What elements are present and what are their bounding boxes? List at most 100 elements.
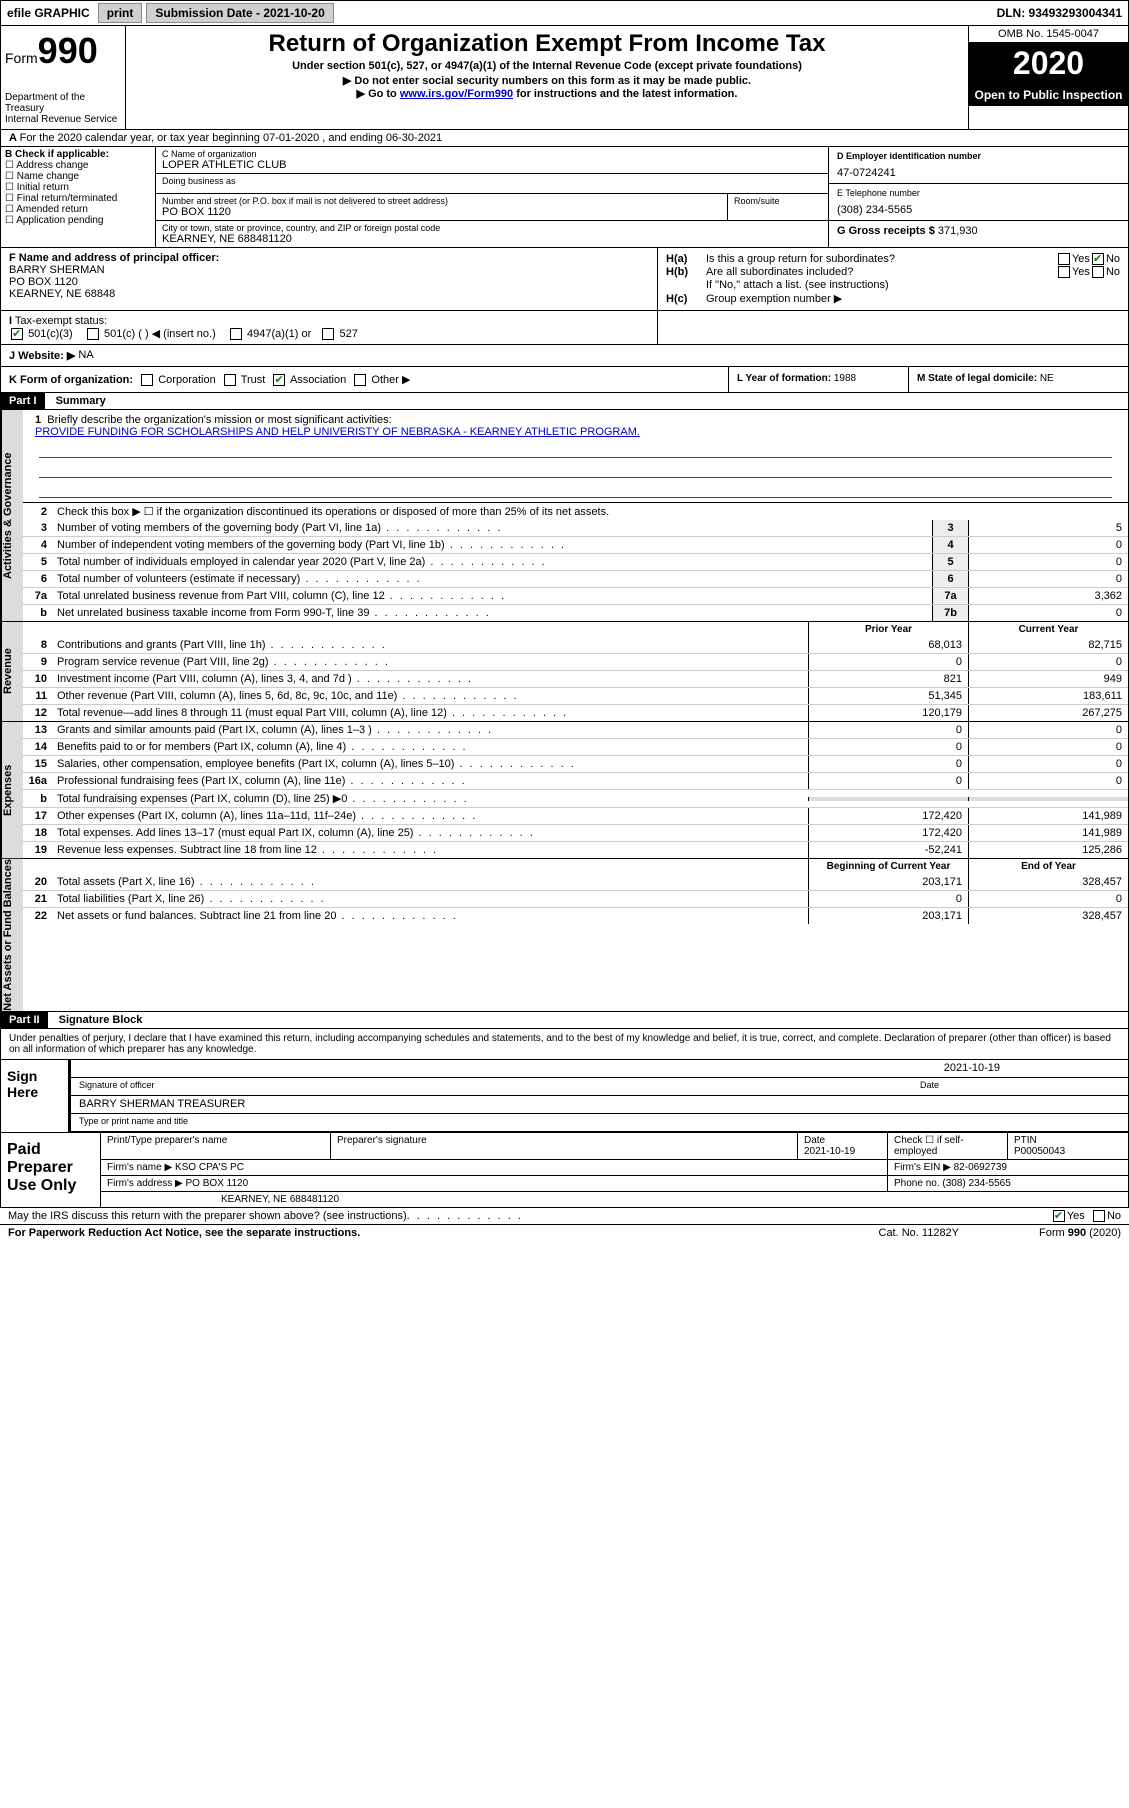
prior-val: -52,241 [808,842,968,858]
hdr-end-year: End of Year [968,859,1128,874]
chk-527[interactable]: 527 [320,328,357,340]
form990-link[interactable]: www.irs.gov/Form990 [400,88,513,100]
form-990-number: 990 [38,30,98,71]
chk-initial-return[interactable]: ☐ Initial return [5,182,151,193]
line-num: 4 [23,537,53,553]
line-text: Salaries, other compensation, employee b… [53,756,808,772]
chk-other[interactable]: Other ▶ [352,374,410,386]
line-text: Professional fundraising fees (Part IX, … [53,773,808,789]
line-a-row: A For the 2020 calendar year, or tax yea… [0,130,1129,147]
line-text: Program service revenue (Part VIII, line… [53,654,808,670]
hc-text: Group exemption number ▶ [706,292,1120,305]
curr-val: 141,989 [968,808,1128,824]
prep-selfemp[interactable]: Check ☐ if self-employed [888,1133,1008,1159]
firm-ein: 82-0692739 [954,1162,1007,1173]
curr-val: 0 [968,773,1128,789]
box-b-header: B Check if applicable: [5,149,109,160]
chk-amended-return[interactable]: ☐ Amended return [5,204,151,215]
line-num: b [23,605,53,621]
dba-label: Doing business as [162,176,822,186]
k-label: K Form of organization: [9,374,133,386]
hb-yes[interactable]: Yes [1056,266,1090,278]
gov-line: 6 Total number of volunteers (estimate i… [23,570,1128,587]
firm-name-label: Firm's name ▶ [107,1162,172,1173]
prior-val: 172,420 [808,808,968,824]
officer-addr1: PO BOX 1120 [9,276,649,288]
curr-val: 125,286 [968,842,1128,858]
curr-val: 0 [968,722,1128,738]
box-h: H(a) Is this a group return for subordin… [658,248,1128,310]
data-line: 14 Benefits paid to or for members (Part… [23,738,1128,755]
netassets-content: Beginning of Current Year End of Year 20… [23,859,1128,1011]
data-line: 11 Other revenue (Part VIII, column (A),… [23,687,1128,704]
chk-address-change[interactable]: ☐ Address change [5,160,151,171]
data-line: 22 Net assets or fund balances. Subtract… [23,907,1128,924]
line-num: 15 [23,756,53,772]
header-left: Form990 Department of the Treasury Inter… [1,26,126,129]
sidebar-expenses: Expenses [1,722,23,858]
hdr-begin-year: Beginning of Current Year [808,859,968,874]
line-text: Total unrelated business revenue from Pa… [53,588,932,604]
hc-label: H(c) [666,293,706,305]
chk-assoc[interactable]: Association [271,374,346,386]
chk-corp[interactable]: Corporation [139,374,216,386]
data-line: 9 Program service revenue (Part VIII, li… [23,653,1128,670]
discuss-no[interactable]: No [1091,1210,1121,1222]
line-text: Total number of individuals employed in … [53,554,932,570]
ha-label: H(a) [666,253,706,265]
line-text: Total fundraising expenses (Part IX, col… [53,790,808,807]
prior-val: 0 [808,739,968,755]
line-num: 3 [23,520,53,536]
sidebar-netassets: Net Assets or Fund Balances [1,859,23,1011]
line-num: 5 [23,554,53,570]
chk-application-pending[interactable]: ☐ Application pending [5,215,151,226]
data-line: b Total fundraising expenses (Part IX, c… [23,789,1128,807]
line-num: 21 [23,891,53,907]
submission-date-button[interactable]: Submission Date - 2021-10-20 [146,3,333,23]
gov-line: 5 Total number of individuals employed i… [23,553,1128,570]
data-line: 20 Total assets (Part X, line 16) 203,17… [23,874,1128,890]
chk-501c[interactable]: 501(c) ( ) ◀ (insert no.) [85,328,216,340]
declaration-text: Under penalties of perjury, I declare th… [0,1029,1129,1060]
line-box: 7a [932,588,968,604]
gross-value: 371,930 [938,225,978,237]
form-word: Form [5,50,38,66]
chk-trust[interactable]: Trust [222,374,266,386]
prior-val: 0 [808,773,968,789]
firm-addr-label: Firm's address ▶ [107,1178,183,1189]
prep-sig-hdr: Preparer's signature [331,1133,798,1159]
line-num: 17 [23,808,53,824]
chk-final-return[interactable]: ☐ Final return/terminated [5,193,151,204]
line-text: Revenue less expenses. Subtract line 18 … [53,842,808,858]
status-block: I Tax-exempt status: 501(c)(3) 501(c) ( … [0,311,1129,345]
line-text: Grants and similar amounts paid (Part IX… [53,722,808,738]
ha-no[interactable]: No [1090,253,1120,265]
chk-4947[interactable]: 4947(a)(1) or [228,328,311,340]
dept-treasury: Department of the Treasury [5,92,121,114]
status-label: Tax-exempt status: [15,315,107,327]
subtitle-1: Under section 501(c), 527, or 4947(a)(1)… [134,60,960,72]
line-text: Total expenses. Add lines 13–17 (must eq… [53,825,808,841]
footer-left: For Paperwork Reduction Act Notice, see … [8,1227,360,1239]
box-c: C Name of organization LOPER ATHLETIC CL… [156,147,828,247]
print-button[interactable]: print [98,3,143,23]
line-num: 20 [23,874,53,890]
footer-right: Form 990 (2020) [1039,1227,1121,1239]
mission-value: PROVIDE FUNDING FOR SCHOLARSHIPS AND HEL… [35,426,640,438]
line-text: Number of voting members of the governin… [53,520,932,536]
hdr-current-year: Current Year [968,622,1128,637]
firm-phone: (308) 234-5565 [942,1178,1010,1189]
data-line: 12 Total revenue—add lines 8 through 11 … [23,704,1128,721]
sidebar-revenue: Revenue [1,622,23,721]
ha-yes[interactable]: Yes [1056,253,1090,265]
line-a-value: For the 2020 calendar year, or tax year … [20,132,443,144]
line-val: 0 [968,605,1128,621]
chk-name-change[interactable]: ☐ Name change [5,171,151,182]
discuss-yes[interactable]: Yes [1051,1210,1085,1222]
part-i-title: Summary [48,395,114,407]
prior-val: 0 [808,654,968,670]
line-box: 4 [932,537,968,553]
chk-501c3[interactable]: 501(c)(3) [9,328,73,340]
prior-val: 203,171 [808,908,968,924]
hb-no[interactable]: No [1090,266,1120,278]
